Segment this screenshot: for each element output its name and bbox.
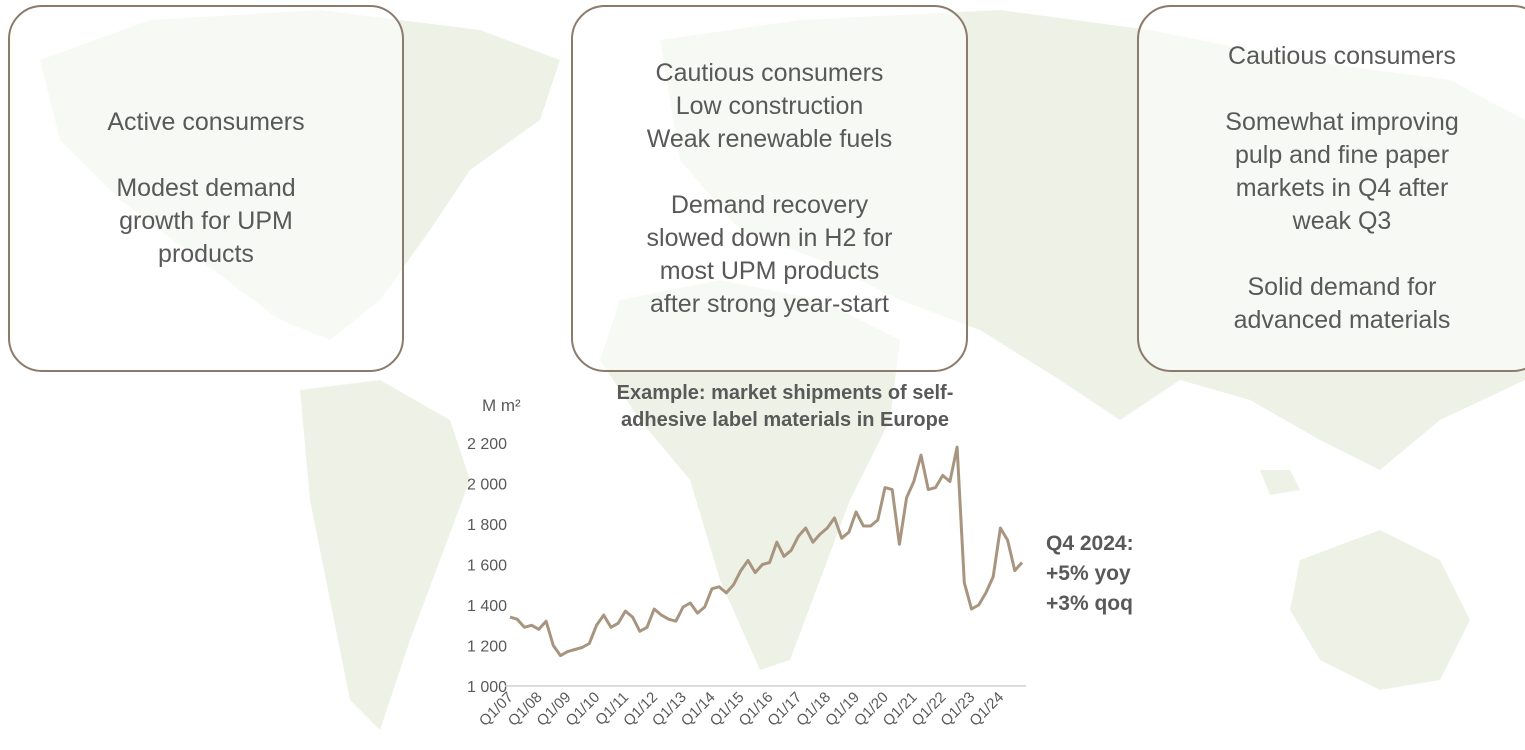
text-line: after strong year-start (650, 289, 889, 318)
paragraph: Modest demand growth for UPM products (116, 172, 295, 271)
paragraph: Active consumers (107, 106, 304, 139)
text-line: Cautious consumers (1228, 42, 1456, 70)
text-line: Demand recovery (670, 190, 869, 219)
south-america (300, 380, 470, 730)
series-line (509, 445, 1024, 658)
y-tick-label: 1 600 (467, 558, 507, 575)
australia (1290, 530, 1470, 690)
chart-title: Example: market shipments of self- (617, 382, 954, 404)
africa (600, 280, 900, 670)
annotation: +3% qoq (1046, 592, 1133, 615)
text-line: markets in Q4 after (1235, 174, 1449, 202)
text-line: slowed down in H2 for (646, 223, 893, 252)
region-box: Active consumers Modest demand growth for … (8, 5, 404, 372)
text-line: pulp and fine paper (1234, 141, 1450, 169)
region-box: Cautious consumers Low construction Weak r… (571, 5, 968, 372)
text-line: Somewhat improving (1225, 108, 1459, 136)
y-tick-label: 1 800 (467, 517, 507, 534)
text-line: advanced materials (1233, 306, 1451, 334)
text-line: Cautious consumers (655, 58, 884, 87)
text-line: Solid demand for (1247, 273, 1437, 301)
y-tick-label: 2 200 (467, 436, 507, 453)
paragraph: Solid demand for advanced materials (1234, 271, 1451, 337)
text-line: growth for UPM (119, 207, 293, 235)
chart-title: adhesive label materials in Europe (621, 409, 949, 431)
text-line: Low construction (675, 91, 864, 120)
annotation: Q4 2024: (1046, 532, 1134, 555)
text-line: Active consumers (107, 108, 305, 136)
text-line: weak Q3 (1292, 207, 1392, 235)
region-box: Cautious consumers Somewhat improving pulp… (1137, 5, 1525, 372)
y-tick-label: 2 000 (467, 477, 507, 494)
y-tick-label: 1 000 (467, 679, 507, 696)
text-line: Modest demand (116, 174, 296, 202)
paragraph: Demand recovery slowed down in H2 for most… (647, 189, 893, 321)
island (1260, 470, 1300, 495)
paragraph: Cautious consumers (1228, 40, 1456, 73)
text-line: most UPM products (659, 256, 880, 285)
text-line: products (158, 240, 254, 268)
y-tick-label: 1 200 (467, 639, 507, 656)
y-tick-label: 1 400 (467, 598, 507, 615)
y-unit: M m² (482, 396, 521, 415)
paragraph: Somewhat improving pulp and fine paper mar… (1225, 106, 1458, 238)
text-line: Weak renewable fuels (646, 124, 893, 153)
paragraph: Cautious consumers Low construction Weak r… (647, 57, 893, 156)
annotation: +5% yoy (1046, 562, 1131, 585)
